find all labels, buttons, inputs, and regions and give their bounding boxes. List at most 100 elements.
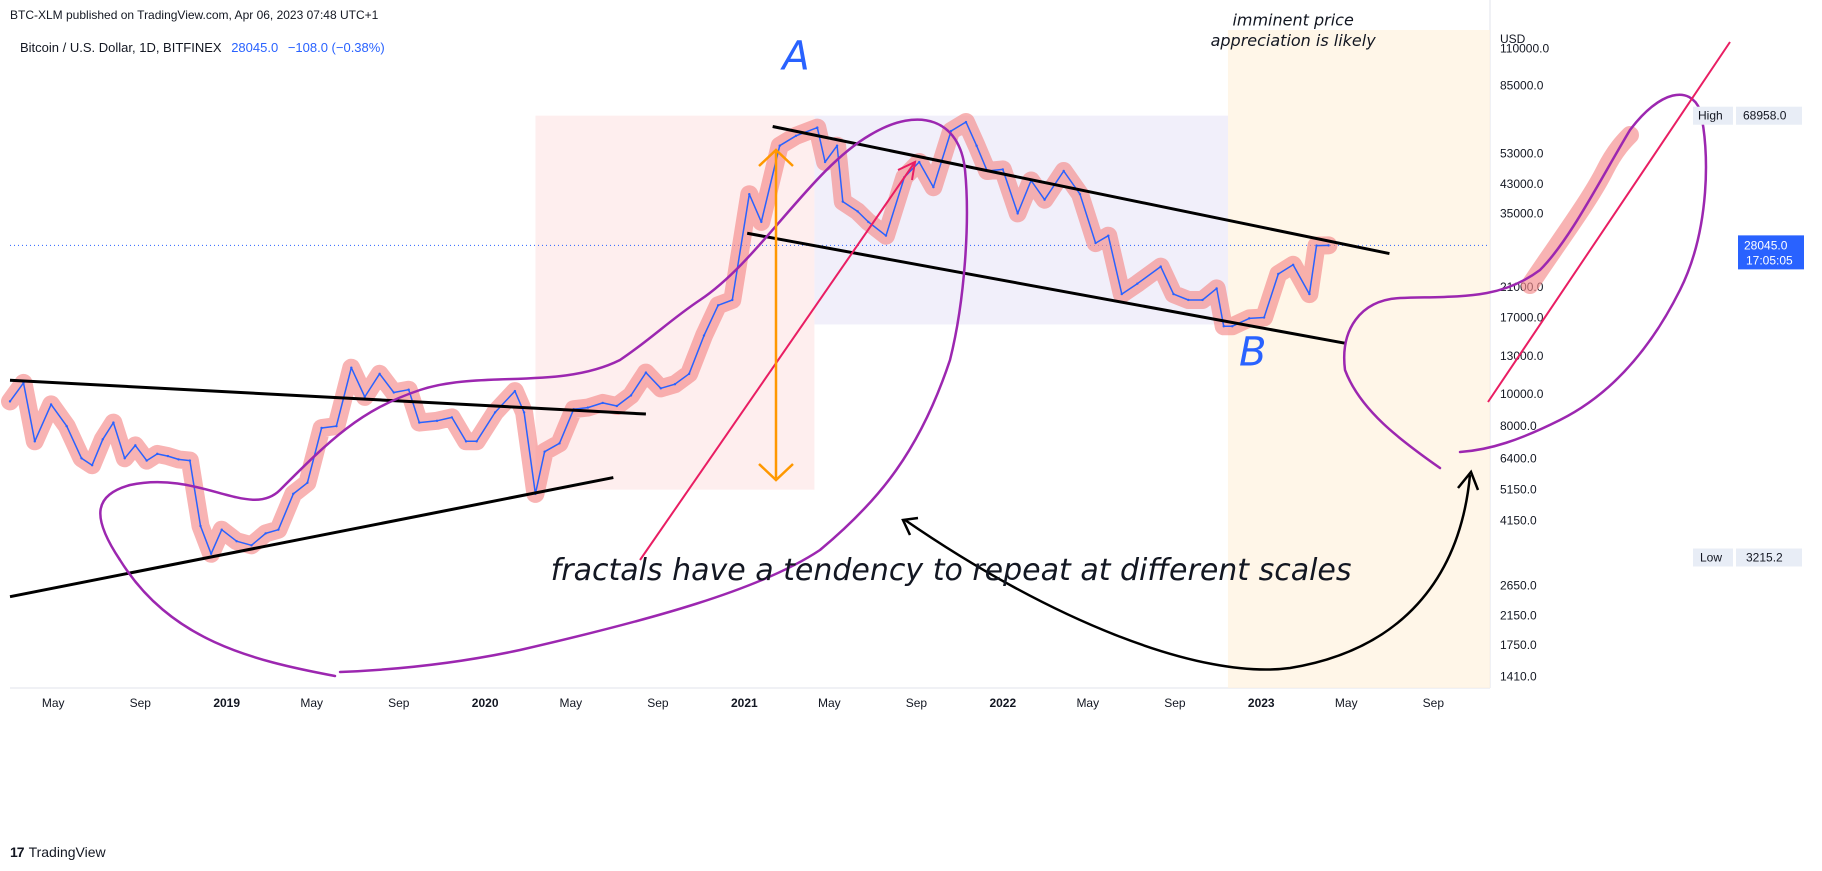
red-arrow-line (639, 161, 916, 561)
price-point (731, 298, 734, 302)
price-point (964, 120, 968, 124)
price-point (112, 421, 115, 424)
price-point (277, 528, 280, 531)
x-tick-label: May (1076, 696, 1099, 710)
price-point (235, 540, 238, 543)
low-tag-label: Low (1700, 551, 1722, 565)
zone-orange (1227, 30, 1490, 688)
price-point (1159, 265, 1162, 268)
y-tick-label: 2150.0 (1500, 608, 1537, 622)
price-point (1107, 234, 1110, 237)
price-point (615, 404, 619, 408)
price-point (363, 395, 366, 399)
publisher-text: BTC-XLM published on TradingView.com, Ap… (10, 8, 379, 22)
low-value-bg (1736, 548, 1802, 567)
price-point (1308, 292, 1311, 296)
price-point (464, 440, 468, 443)
brand-name: TradingView (28, 844, 106, 860)
price-point (975, 144, 978, 147)
price-point (918, 160, 921, 164)
outline-b (1343, 93, 1708, 470)
price-point (794, 134, 798, 137)
y-tick-label: 1750.0 (1500, 638, 1537, 652)
y-tick-label: 85000.0 (1500, 79, 1544, 93)
price-point (407, 388, 410, 391)
price-point (450, 416, 454, 419)
annotation-label-b: B (1239, 329, 1266, 375)
price-point (134, 444, 137, 447)
x-tick-label: 2020 (472, 696, 499, 710)
x-tick-label: Sep (906, 696, 928, 710)
price-point (156, 452, 159, 456)
y-tick-label: 1410.0 (1500, 669, 1537, 683)
price-point (1262, 316, 1266, 319)
annotation-cut-text-1: imminent price (1232, 10, 1354, 29)
price-point (264, 532, 267, 535)
price-point (659, 387, 662, 390)
price-point (1201, 298, 1204, 302)
price-point (1187, 298, 1190, 302)
y-tick-label: 110000.0 (1500, 41, 1549, 55)
price-point (8, 400, 12, 403)
low-tag-bg (1693, 548, 1733, 567)
x-axis-ticks: May Sep 2019 May Sep 2020 May Sep 2021 May Sep 2022… (42, 696, 1444, 710)
x-tick-label: 2022 (989, 696, 1016, 710)
price-point (1001, 168, 1005, 171)
tradingview-brand[interactable]: 17 TradingView (10, 844, 106, 860)
price-point (867, 220, 870, 224)
x-tick-label: May (300, 696, 323, 710)
connecting-arrow (904, 474, 1472, 671)
outline-a (99, 118, 969, 678)
price-point (748, 193, 751, 196)
price-point (378, 372, 381, 376)
trend-line (772, 125, 1390, 256)
x-tick-label: 2023 (1248, 696, 1275, 710)
price-point (884, 234, 888, 237)
trend-line (9, 476, 614, 599)
annotation-cut-text-2: appreciation is likely (1211, 31, 1377, 50)
price-point (80, 457, 83, 460)
trend-line (746, 231, 1347, 345)
orange-arrow-head-up (758, 148, 794, 167)
y-tick-label: 6400.0 (1500, 451, 1537, 465)
price-point (835, 144, 839, 147)
price-point (558, 442, 561, 445)
price-point (306, 481, 309, 484)
y-tick-label: 13000.0 (1500, 349, 1544, 363)
price-point (601, 401, 604, 405)
high-value: 68958.0 (1743, 109, 1787, 123)
price-point (760, 220, 763, 224)
price-point (716, 304, 720, 307)
y-tick-label: 5150.0 (1500, 483, 1537, 497)
connecting-arrow-head-a (901, 516, 919, 536)
x-tick-label: Sep (647, 696, 669, 710)
price-point (33, 440, 36, 443)
price-point (1222, 325, 1225, 328)
connecting-arrow-head-b (1457, 469, 1480, 491)
price-point (644, 371, 648, 374)
price-point (1231, 325, 1234, 328)
current-price-timer: 17:05:05 (1746, 253, 1793, 267)
price-point (418, 421, 421, 424)
y-tick-label: 10000.0 (1500, 387, 1544, 401)
x-tick-label: Sep (1423, 696, 1445, 710)
high-tag-label: High (1698, 109, 1723, 123)
price-point (816, 126, 819, 129)
price-point (188, 459, 192, 462)
price-point (1120, 292, 1123, 296)
price-point (1291, 263, 1295, 267)
price-point (177, 458, 180, 461)
price-point (49, 403, 53, 406)
price-point (1078, 193, 1082, 196)
price-point (350, 366, 353, 369)
price-change: −108.0 (−0.38%) (287, 40, 385, 55)
price-point (1094, 241, 1097, 245)
red-arrow-head (897, 160, 917, 181)
y-tick-label: 17000.0 (1500, 311, 1544, 325)
price-point (199, 524, 202, 528)
price-point (702, 334, 706, 337)
price-point (292, 492, 295, 496)
price-point (250, 544, 253, 547)
